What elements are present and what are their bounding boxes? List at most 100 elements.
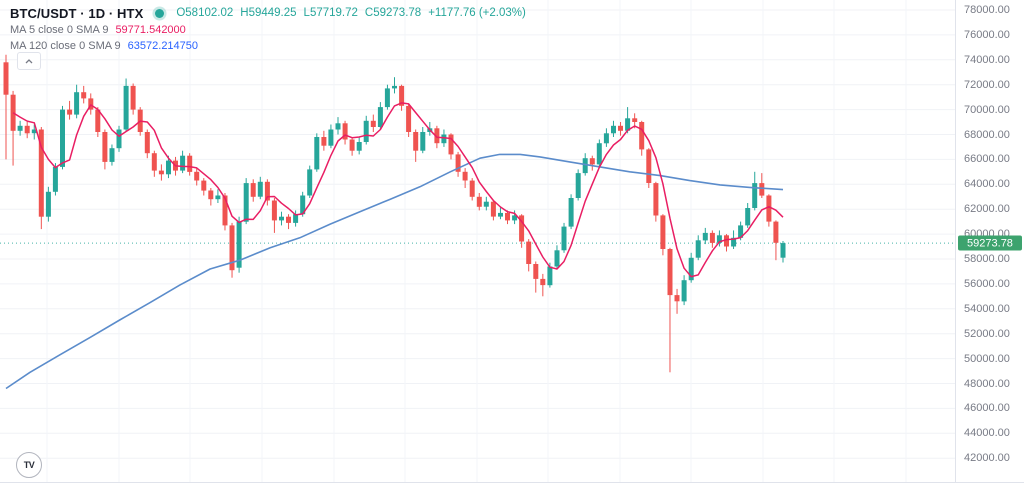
candle	[618, 122, 623, 136]
candle	[356, 137, 362, 155]
price-axis-label: 58000.00	[964, 253, 1010, 265]
candle	[194, 168, 200, 186]
candle	[653, 181, 659, 222]
candle	[130, 83, 136, 115]
candle	[561, 222, 567, 253]
candle	[144, 129, 150, 159]
candle	[646, 148, 652, 188]
candle	[462, 168, 468, 188]
ma5-line	[12, 102, 784, 278]
candle	[236, 216, 242, 273]
candle	[166, 155, 171, 179]
candle	[554, 245, 560, 269]
candle	[667, 247, 673, 373]
candle	[399, 84, 405, 111]
candle	[187, 153, 193, 176]
candle	[469, 178, 475, 201]
symbol-title[interactable]: BTC/USDT · 1D · HTX	[10, 5, 144, 21]
candle	[180, 150, 186, 174]
candle	[568, 194, 574, 230]
candle	[716, 230, 722, 247]
candle	[766, 194, 772, 227]
candle	[589, 155, 595, 171]
candle	[674, 288, 680, 314]
time-axis-strip[interactable]	[0, 482, 1024, 489]
price-axis-label: 70000.00	[964, 103, 1010, 116]
indicator-row-ma5[interactable]: MA 5 close 0 SMA 9 59771.542000	[10, 22, 526, 38]
price-axis-label: 76000.00	[964, 28, 1010, 41]
indicator-row-ma120[interactable]: MA 120 close 0 SMA 9 63572.214750	[10, 38, 526, 54]
price-axis-label: 46000.00	[964, 402, 1010, 415]
candle	[596, 139, 602, 167]
candle	[575, 169, 581, 201]
candle	[384, 84, 390, 110]
candle	[745, 203, 751, 228]
candle	[392, 77, 397, 94]
price-chart[interactable]	[0, 0, 955, 489]
candle	[413, 129, 419, 162]
candle	[406, 103, 412, 137]
candle	[67, 100, 73, 120]
price-axis-label: 78000.00	[964, 4, 1010, 16]
candle	[773, 220, 779, 261]
candle	[201, 178, 207, 196]
indicator-value: 59771.542000	[115, 24, 186, 36]
candle	[533, 261, 539, 293]
candle	[10, 90, 16, 166]
ohlc-value: H59449.25	[240, 7, 297, 19]
candle	[102, 129, 108, 170]
candle	[60, 105, 65, 170]
candle	[31, 124, 37, 140]
candle	[307, 165, 313, 198]
candle	[52, 163, 58, 196]
candle	[759, 173, 765, 198]
price-axis-label: 44000.00	[964, 427, 1010, 440]
candle	[116, 125, 122, 152]
candle	[335, 117, 341, 135]
candle	[780, 241, 786, 263]
candle	[519, 214, 525, 248]
candle	[215, 189, 221, 203]
candle	[123, 78, 129, 132]
candle	[243, 178, 249, 225]
candle	[300, 191, 306, 217]
candle	[724, 234, 729, 252]
candle	[88, 93, 94, 115]
candle	[688, 252, 694, 283]
candle	[702, 227, 708, 245]
candle	[363, 115, 369, 145]
candle	[45, 186, 51, 222]
candle	[752, 171, 758, 211]
ohlc-value: C59273.78	[364, 7, 422, 19]
candle	[158, 164, 164, 181]
candle	[660, 214, 666, 256]
last-price-tag: 59273.78	[958, 235, 1022, 251]
candle	[420, 127, 426, 154]
indicator-label: MA 5 close 0 SMA 9	[10, 24, 109, 36]
candle	[38, 127, 44, 230]
price-axis-label: 74000.00	[964, 53, 1010, 66]
candle	[208, 188, 214, 206]
candle	[81, 85, 87, 104]
candle	[455, 151, 461, 177]
candle	[603, 128, 609, 147]
candle	[370, 114, 376, 132]
price-axis-label: 72000.00	[964, 78, 1010, 91]
candle	[681, 275, 687, 306]
tradingview-logo-text: TV	[23, 460, 35, 470]
candle-series	[3, 54, 786, 373]
chart-legend: BTC/USDT · 1D · HTX O58102.02 H59449.25 L5…	[10, 4, 526, 54]
price-axis[interactable]: 78000.00 76000.00 74000.00 72000.00 70000.00…	[955, 0, 1024, 482]
candle	[483, 196, 489, 211]
candle	[151, 150, 157, 177]
ohlc-readout: O58102.02 H59449.25 L57719.72 C59273.78 +117…	[176, 7, 525, 19]
tradingview-logo[interactable]: TV	[16, 452, 42, 478]
collapse-indicators-button[interactable]	[17, 52, 41, 70]
candle	[377, 102, 383, 130]
candle	[611, 120, 616, 137]
candle	[490, 200, 496, 221]
gridlines	[0, 0, 955, 482]
indicator-label: MA 120 close 0 SMA 9	[10, 40, 121, 52]
market-status-icon[interactable]	[155, 8, 165, 18]
